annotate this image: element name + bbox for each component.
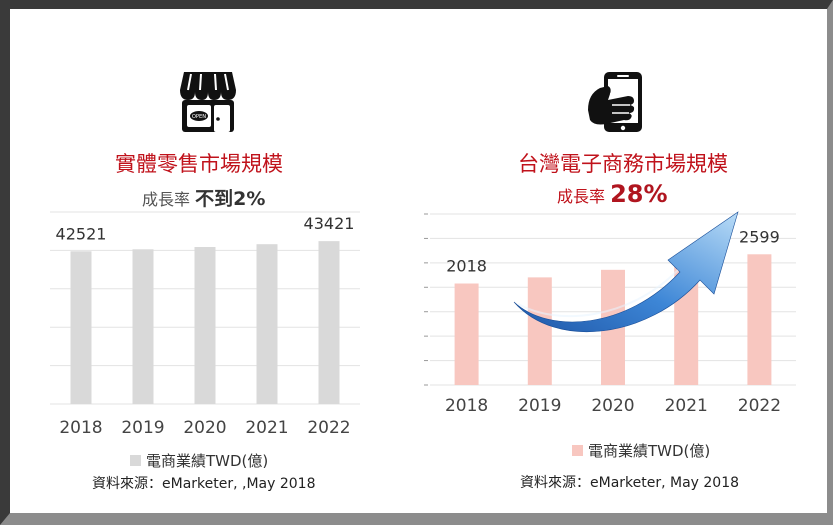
ecommerce-growth-label: 成長率 [557,187,606,206]
chart-0-category-label-2022: 2022 [307,418,350,438]
ecommerce-legend: 電商業績TWD(億) [572,440,710,461]
chart-0-bar-2018 [70,251,92,404]
chart-1-data-label-2018: 2018 [446,257,487,276]
chart-1-category-label-2022: 2022 [738,396,781,416]
ecommerce-growth-rate: 成長率 28% [557,180,668,208]
ecommerce-legend-label: 電商業績TWD(億) [588,442,711,460]
chart-1-bar-2018 [454,283,479,385]
chart-0-category-label-2019: 2019 [121,418,164,438]
smartphone-hand-icon [588,72,642,132]
retail-growth-value: 不到2% [195,188,266,210]
chart-0-data-label-2018: 42521 [56,224,107,243]
storefront-open-icon: OPEN [180,72,236,132]
growth-arrow-icon [513,211,739,333]
ecommerce-source: 資料來源：eMarketer, May 2018 [520,475,740,491]
chart-1-category-label-2021: 2021 [665,396,708,416]
ecommerce-growth-value: 28% [610,180,668,208]
chart-1-category-label-2019: 2019 [518,396,561,416]
chart-0-bar-2019 [132,249,154,404]
retail-growth-rate: 成長率 不到2% [142,184,265,211]
retail-legend-swatch [130,455,141,466]
retail-bar-chart: 2018 2019 2020 2021 2022 42521 43421 [50,211,360,438]
retail-legend-label: 電商業績TWD(億) [146,452,269,470]
chart-1-category-label-2018: 2018 [445,396,488,416]
chart-0-data-label-2022: 43421 [304,214,355,233]
ecommerce-bar-chart: 2018 2019 2020 2021 2022 2018 2599 [424,213,796,416]
chart-1-bar-2019 [527,277,552,385]
chart-0-category-label-2020: 2020 [183,418,226,438]
retail-growth-label: 成長率 [142,190,191,209]
ecommerce-legend-swatch [572,445,583,456]
retail-chart-title: 實體零售市場規模 [115,152,283,176]
retail-legend: 電商業績TWD(億) [130,450,268,471]
chart-1-bar-2022 [747,254,772,385]
svg-text:OPEN: OPEN [192,114,206,120]
chart-1-data-label-2022: 2599 [739,227,780,246]
chart-0-bar-2022 [318,241,340,404]
chart-1-category-label-2020: 2020 [591,396,634,416]
ecommerce-chart-title: 台灣電子商務市場規模 [518,152,728,176]
chart-0-category-label-2018: 2018 [59,418,102,438]
retail-source: 資料來源：eMarketer, ,May 2018 [92,476,316,492]
chart-0-category-label-2021: 2021 [245,418,288,438]
chart-0-bar-2020 [194,247,216,404]
chart-0-bar-2021 [256,244,278,404]
